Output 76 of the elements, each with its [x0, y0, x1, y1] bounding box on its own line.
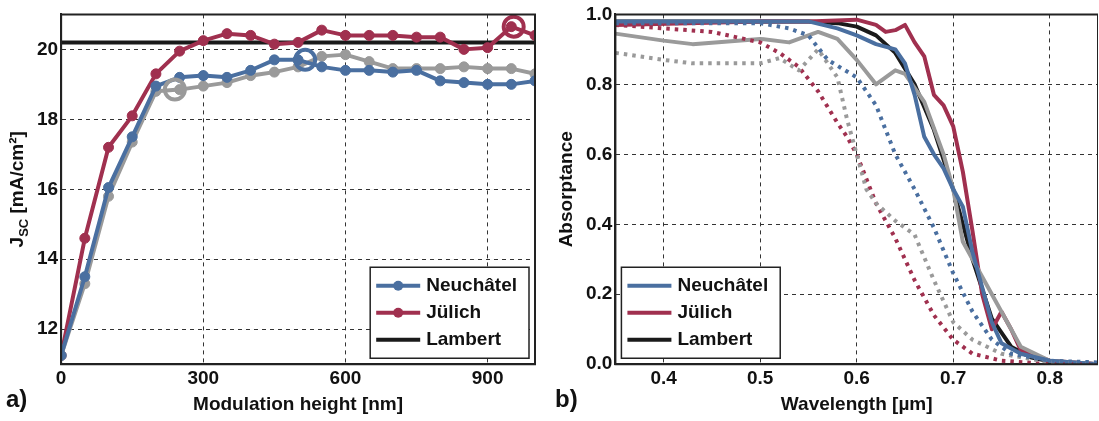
point — [434, 63, 446, 75]
point — [79, 271, 91, 283]
point — [221, 28, 233, 40]
y-tick-label: 12 — [36, 317, 59, 339]
point — [197, 35, 209, 47]
y-tick-label: 0.4 — [585, 212, 613, 234]
point — [293, 47, 318, 72]
point — [411, 31, 423, 43]
point — [197, 70, 209, 82]
y-tick-label: 0.8 — [585, 72, 613, 94]
point — [387, 29, 399, 41]
y-tick-label: 20 — [36, 37, 59, 59]
point — [126, 110, 138, 122]
y-tick-label: 0.0 — [585, 352, 613, 374]
point — [339, 49, 351, 61]
point — [482, 63, 494, 75]
point — [103, 182, 115, 194]
y-axis-title: JSC [mA/cm²] — [6, 131, 31, 248]
x-axis-title: Wavelength [µm] — [780, 393, 933, 415]
y-tick-label: 18 — [36, 107, 59, 129]
legend-label: Jülich — [426, 300, 482, 322]
x-tick-label: 300 — [187, 366, 220, 388]
point — [434, 75, 446, 87]
point — [174, 45, 186, 57]
point — [150, 80, 162, 92]
point — [339, 64, 351, 76]
point — [482, 78, 494, 90]
y-axis-title: Absorptance — [555, 131, 577, 248]
x-axis-title: Modulation height [nm] — [193, 393, 404, 415]
y-tick-label: 14 — [36, 247, 59, 269]
y-tick-label: 0.6 — [585, 142, 613, 164]
point — [103, 141, 115, 153]
y-tick-label: 0.2 — [585, 282, 613, 304]
y-tick-label: 1.0 — [585, 2, 613, 24]
legend-label: Neuchâtel — [426, 273, 518, 295]
point — [268, 66, 280, 78]
point — [316, 24, 328, 36]
text: a) — [6, 384, 28, 412]
point — [363, 29, 375, 41]
legend-label: Lambert — [677, 327, 754, 349]
point — [197, 80, 209, 92]
legend-label: Jülich — [677, 300, 733, 322]
point — [363, 64, 375, 76]
x-tick-label: 0.7 — [940, 366, 967, 388]
y-tick-label: 16 — [36, 177, 59, 199]
x-tick-label: 0.6 — [843, 366, 870, 388]
point — [505, 63, 517, 75]
point — [505, 78, 517, 90]
point — [268, 54, 280, 66]
x-tick-label: 0.4 — [650, 366, 678, 388]
point — [150, 68, 162, 80]
point — [458, 77, 470, 89]
point — [339, 29, 351, 41]
point — [79, 232, 91, 244]
point — [482, 42, 494, 54]
point — [245, 29, 257, 41]
text: b) — [555, 384, 578, 412]
point — [458, 61, 470, 73]
point — [162, 77, 187, 102]
point — [268, 38, 280, 50]
x-tick-label: 0.8 — [1036, 366, 1063, 388]
point — [221, 71, 233, 83]
point — [245, 64, 257, 76]
legend-label: Lambert — [426, 327, 502, 349]
point — [292, 36, 304, 48]
point — [316, 61, 328, 73]
point — [458, 43, 470, 55]
point — [501, 14, 526, 39]
point — [316, 50, 328, 62]
point — [126, 131, 138, 143]
x-tick-label: 0.5 — [746, 366, 774, 388]
x-tick-label: 0 — [55, 366, 67, 388]
x-tick-label: 600 — [329, 366, 362, 388]
x-tick-label: 900 — [471, 366, 504, 388]
point — [434, 31, 446, 43]
legend-label: Neuchâtel — [677, 273, 769, 295]
